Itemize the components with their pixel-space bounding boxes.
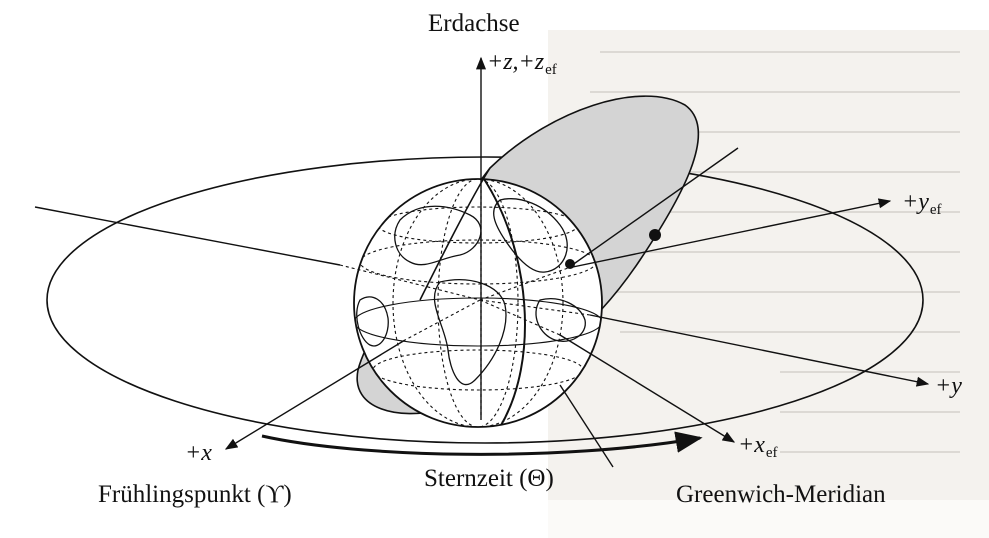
- earth-axis-label: Erdachse: [428, 10, 520, 37]
- y-ef-axis-subscript: ef: [929, 202, 942, 218]
- y-ef-axis-label: +yef: [902, 190, 942, 218]
- x-ef-axis-text: +x: [738, 432, 765, 458]
- y-axis: [479, 299, 930, 387]
- equatorial-plane: [46, 156, 924, 444]
- sidereal-time-label: Sternzeit (Θ): [424, 465, 554, 492]
- greenwich-pointer: [559, 384, 614, 468]
- x-ef-axis-subscript: ef: [765, 445, 778, 461]
- z-axis-text: +z,+z: [487, 49, 545, 75]
- x-ef-axis: [479, 299, 736, 443]
- y-axis-label: +y: [935, 373, 962, 399]
- globe-icon: [353, 178, 603, 428]
- node-line: [34, 206, 481, 301]
- y-ef-axis-text: +y: [902, 189, 929, 215]
- sidereal-time-arc: [261, 431, 703, 456]
- x-axis: [224, 299, 481, 450]
- z-axis-subscript: ef: [545, 62, 557, 78]
- vernal-equinox-label: Frühlingspunkt (ϒ): [98, 481, 292, 508]
- orbit-axis: [567, 147, 739, 269]
- z-axis-label: +z,+zef: [487, 50, 557, 78]
- x-axis-label: +x: [185, 440, 212, 466]
- greenwich-meridian-label: Greenwich-Meridian: [676, 481, 886, 508]
- y-ef-axis: [479, 198, 892, 301]
- satellite-dot-icon: [565, 229, 661, 269]
- orbit-edge: [419, 167, 491, 301]
- x-ef-axis-label: +xef: [738, 433, 778, 461]
